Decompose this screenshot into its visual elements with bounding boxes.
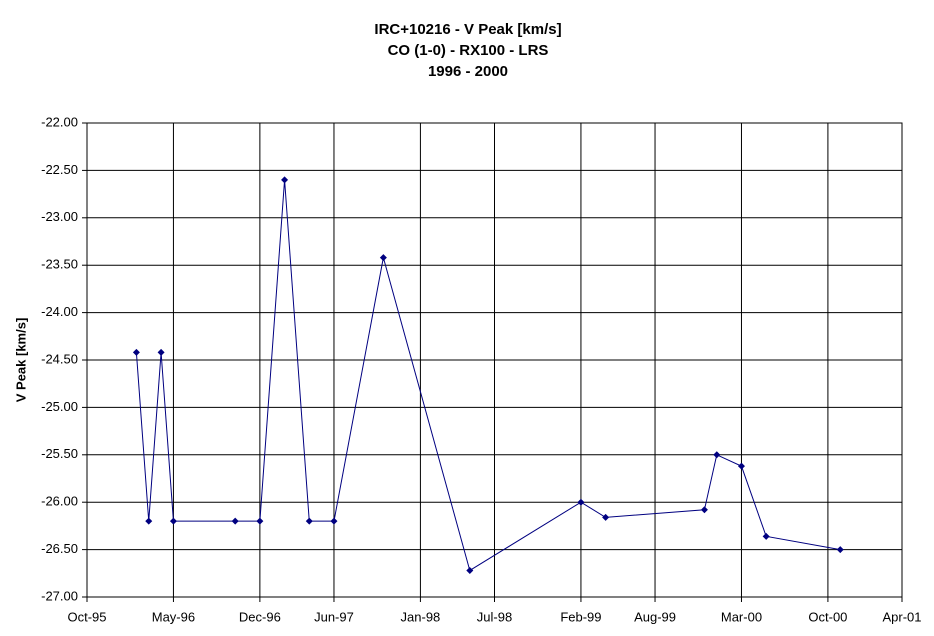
data-point <box>169 517 177 525</box>
y-tick-label: -26.00 <box>41 494 78 509</box>
data-point <box>836 546 844 554</box>
x-tick-label: Mar-00 <box>721 609 762 624</box>
data-point <box>713 451 721 459</box>
data-point <box>231 517 239 525</box>
y-tick-label: -24.50 <box>41 351 78 366</box>
x-tick-label: Oct-00 <box>808 609 847 624</box>
x-tick-label: Dec-96 <box>239 609 281 624</box>
data-point <box>256 517 264 525</box>
y-tick-label: -23.50 <box>41 257 78 272</box>
data-point <box>330 517 338 525</box>
y-tick-label: -24.00 <box>41 304 78 319</box>
x-tick-label: Jul-98 <box>477 609 512 624</box>
data-point <box>132 348 140 356</box>
data-point <box>157 348 165 356</box>
x-tick-label: Jan-98 <box>401 609 441 624</box>
x-tick-label: Oct-95 <box>67 609 106 624</box>
y-tick-label: -25.50 <box>41 446 78 461</box>
data-point <box>602 513 610 521</box>
chart-title: CO (1-0) - RX100 - LRS <box>388 42 549 59</box>
y-tick-label: -26.50 <box>41 541 78 556</box>
y-axis-label: V Peak [km/s] <box>13 318 28 403</box>
y-tick-label: -22.50 <box>41 162 78 177</box>
x-tick-label: Apr-01 <box>882 609 921 624</box>
data-point <box>466 566 474 574</box>
x-tick-label: Aug-99 <box>634 609 676 624</box>
data-point <box>281 176 289 184</box>
data-line <box>135 179 841 572</box>
data-point <box>305 517 313 525</box>
data-point <box>762 532 770 540</box>
y-tick-label: -22.00 <box>41 114 78 129</box>
data-point <box>379 254 387 262</box>
data-point <box>577 498 585 506</box>
y-tick-label: -27.00 <box>41 588 78 603</box>
data-point <box>700 506 708 514</box>
chart-title: 1996 - 2000 <box>428 63 508 80</box>
data-point <box>145 517 153 525</box>
x-tick-label: May-96 <box>152 609 195 624</box>
y-tick-label: -25.00 <box>41 399 78 414</box>
data-point <box>737 462 745 470</box>
x-tick-label: Jun-97 <box>314 609 354 624</box>
plot-border <box>86 122 903 598</box>
chart-title: IRC+10216 - V Peak [km/s] <box>374 21 561 38</box>
y-tick-label: -23.00 <box>41 209 78 224</box>
x-tick-label: Feb-99 <box>560 609 601 624</box>
